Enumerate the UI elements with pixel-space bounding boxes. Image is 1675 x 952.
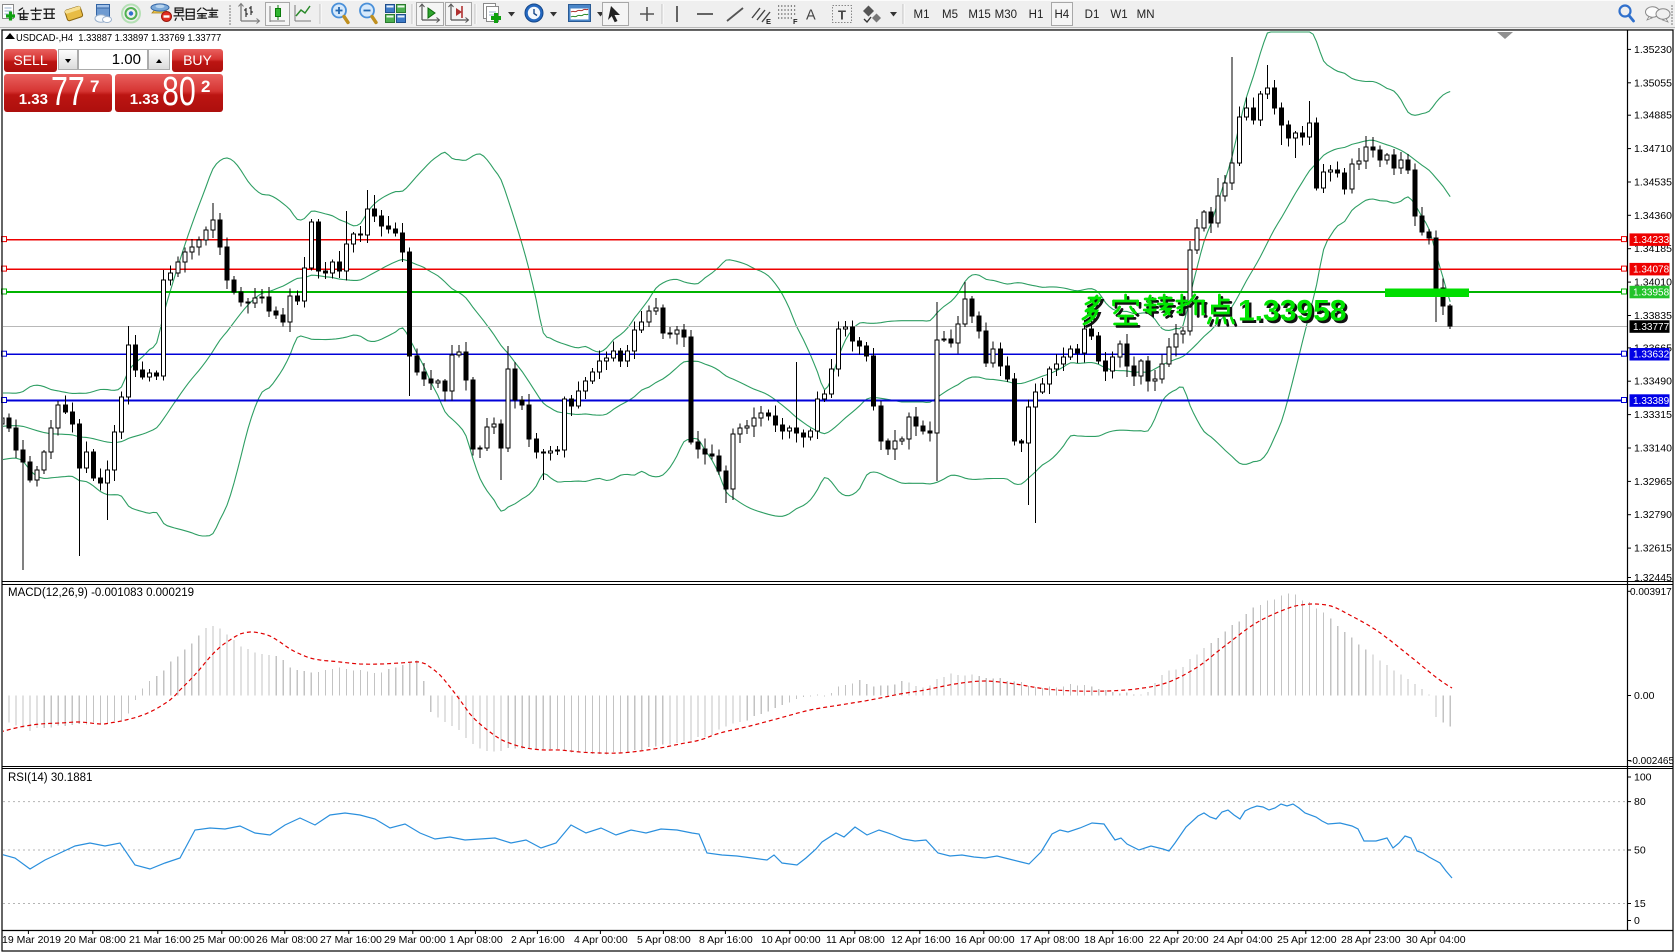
svg-text:A: A xyxy=(806,8,816,24)
svg-text:20 Mar 08:00: 20 Mar 08:00 xyxy=(64,934,126,946)
svg-text:1.34233: 1.34233 xyxy=(1633,235,1670,246)
svg-text:10 Apr 00:00: 10 Apr 00:00 xyxy=(761,934,821,946)
svg-text:25 Apr 12:00: 25 Apr 12:00 xyxy=(1277,934,1337,946)
svg-text:M15: M15 xyxy=(968,9,990,21)
svg-text:RSI(14) 30.1881: RSI(14) 30.1881 xyxy=(8,772,92,784)
svg-text:22 Apr 20:00: 22 Apr 20:00 xyxy=(1149,934,1209,946)
svg-text:E: E xyxy=(766,17,771,26)
svg-text:17 Apr 08:00: 17 Apr 08:00 xyxy=(1020,934,1080,946)
svg-text:1.33490: 1.33490 xyxy=(1634,376,1672,388)
svg-text:MACD(12,26,9) -0.001083 0.0002: MACD(12,26,9) -0.001083 0.000219 xyxy=(8,587,194,599)
svg-text:-0.002465: -0.002465 xyxy=(1629,756,1674,767)
svg-text:1.33315: 1.33315 xyxy=(1634,409,1672,421)
svg-text:2 Apr 16:00: 2 Apr 16:00 xyxy=(511,934,565,946)
svg-text:0: 0 xyxy=(1634,915,1640,927)
svg-text:15: 15 xyxy=(1634,898,1646,910)
svg-text:1.32445: 1.32445 xyxy=(1634,572,1672,584)
svg-text:T: T xyxy=(838,8,846,23)
svg-text:1.33632: 1.33632 xyxy=(1633,350,1670,361)
svg-text:29 Mar 00:00: 29 Mar 00:00 xyxy=(384,934,446,946)
svg-text:1.35230: 1.35230 xyxy=(1634,44,1672,56)
svg-text:1.33958: 1.33958 xyxy=(1240,297,1348,330)
svg-text:M30: M30 xyxy=(995,9,1017,21)
svg-text:1.34360: 1.34360 xyxy=(1634,210,1672,222)
svg-text:M5: M5 xyxy=(942,9,958,21)
svg-text:8 Apr 16:00: 8 Apr 16:00 xyxy=(699,934,753,946)
svg-text:80: 80 xyxy=(1634,796,1646,808)
svg-text:1.34885: 1.34885 xyxy=(1634,110,1672,122)
svg-text:F: F xyxy=(793,17,798,26)
svg-text:24 Apr 04:00: 24 Apr 04:00 xyxy=(1213,934,1273,946)
svg-text:4 Apr 00:00: 4 Apr 00:00 xyxy=(574,934,628,946)
svg-text:1.34078: 1.34078 xyxy=(1633,265,1670,276)
svg-text:27 Mar 16:00: 27 Mar 16:00 xyxy=(320,934,382,946)
svg-text:1 Apr 08:00: 1 Apr 08:00 xyxy=(449,934,503,946)
svg-text:1.34010: 1.34010 xyxy=(1634,277,1672,289)
svg-text:M1: M1 xyxy=(914,9,930,21)
svg-text:28 Apr 23:00: 28 Apr 23:00 xyxy=(1341,934,1401,946)
svg-text:19 Mar 2019: 19 Mar 2019 xyxy=(2,934,61,946)
svg-text:5 Apr 08:00: 5 Apr 08:00 xyxy=(637,934,691,946)
svg-text:1.33140: 1.33140 xyxy=(1634,443,1672,455)
svg-text:0.003917: 0.003917 xyxy=(1630,587,1672,598)
svg-text:W1: W1 xyxy=(1110,9,1127,21)
svg-text:H4: H4 xyxy=(1054,9,1069,21)
svg-text:H1: H1 xyxy=(1029,9,1044,21)
svg-text:11 Apr 08:00: 11 Apr 08:00 xyxy=(826,934,885,946)
svg-text:1.33835: 1.33835 xyxy=(1634,310,1672,322)
svg-text:18 Apr 16:00: 18 Apr 16:00 xyxy=(1084,934,1144,946)
svg-text:25 Mar 00:00: 25 Mar 00:00 xyxy=(193,934,255,946)
svg-text:1.32790: 1.32790 xyxy=(1634,509,1672,521)
svg-text:1.33958: 1.33958 xyxy=(1238,295,1346,328)
svg-text:D1: D1 xyxy=(1085,9,1100,21)
svg-text:1.33777: 1.33777 xyxy=(1633,322,1670,333)
svg-text:21 Mar 16:00: 21 Mar 16:00 xyxy=(129,934,191,946)
svg-text:1.34710: 1.34710 xyxy=(1634,143,1672,155)
svg-text:100: 100 xyxy=(1634,772,1652,784)
svg-text:MN: MN xyxy=(1137,9,1155,21)
svg-text:1.34535: 1.34535 xyxy=(1634,177,1672,189)
svg-text:1.32965: 1.32965 xyxy=(1634,476,1672,488)
svg-text:16 Apr 00:00: 16 Apr 00:00 xyxy=(955,934,1015,946)
svg-text:1.33958: 1.33958 xyxy=(1633,288,1670,299)
svg-text:0.00: 0.00 xyxy=(1634,690,1655,702)
svg-text:1.32615: 1.32615 xyxy=(1634,543,1672,555)
svg-text:1.35055: 1.35055 xyxy=(1634,77,1672,89)
svg-text:26 Mar 08:00: 26 Mar 08:00 xyxy=(256,934,318,946)
svg-text:12 Apr 16:00: 12 Apr 16:00 xyxy=(891,934,951,946)
svg-text:1.33389: 1.33389 xyxy=(1633,396,1670,407)
svg-text:1.34185: 1.34185 xyxy=(1634,243,1672,255)
svg-text:50: 50 xyxy=(1634,845,1646,857)
svg-text:30 Apr 04:00: 30 Apr 04:00 xyxy=(1406,934,1466,946)
